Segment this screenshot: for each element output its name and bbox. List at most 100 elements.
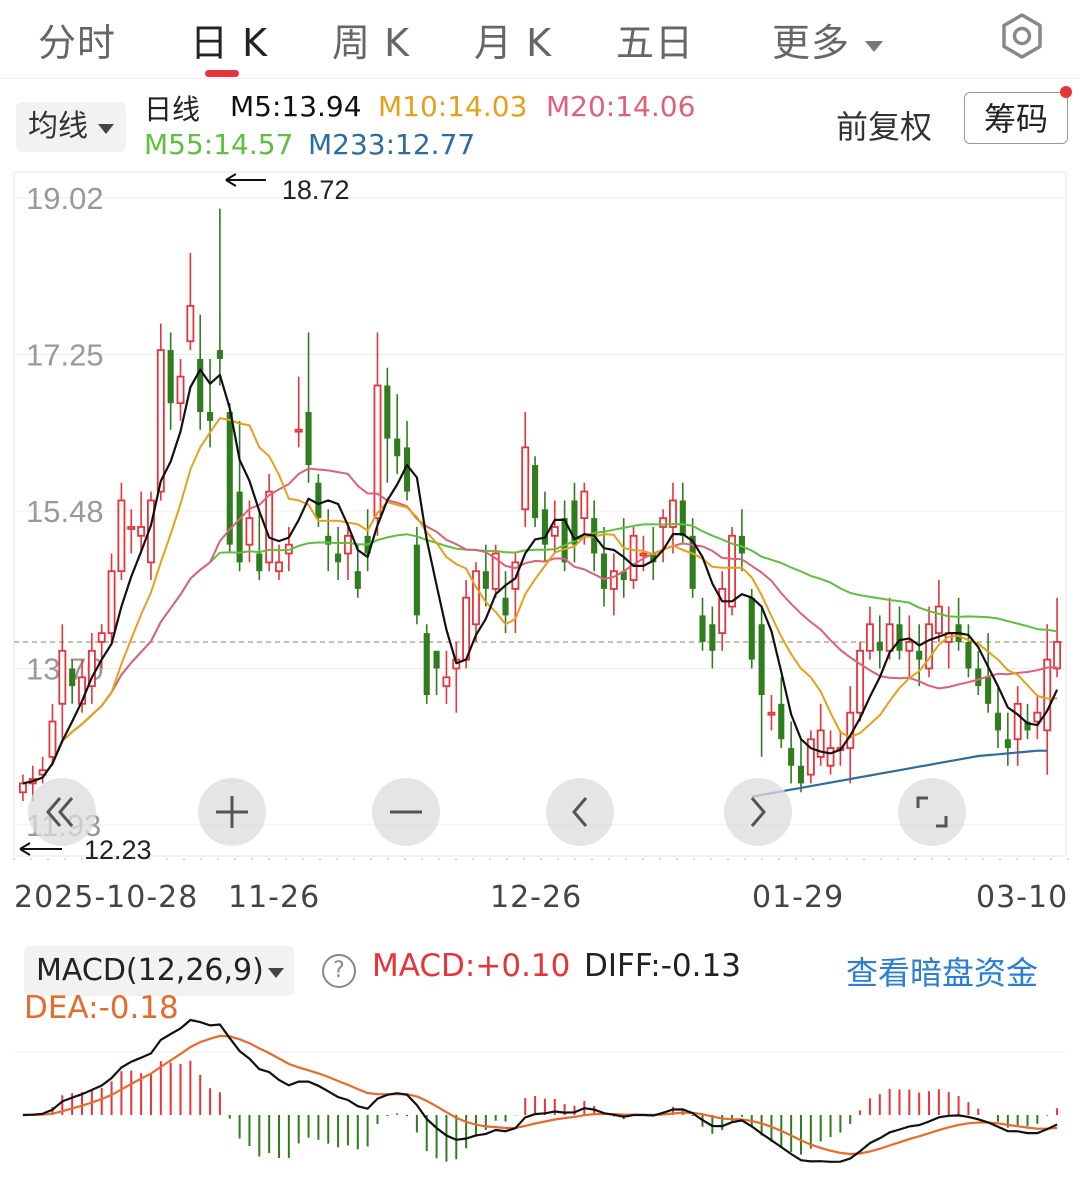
- candle-body-up: [856, 649, 865, 714]
- tab-monthly-k[interactable]: 月 K: [474, 21, 552, 65]
- m233-line: [751, 749, 1048, 798]
- candle-body-down: [384, 385, 391, 439]
- adjust-mode[interactable]: 前复权: [836, 108, 933, 146]
- candle-body-up: [609, 570, 618, 590]
- candle-body-up: [245, 517, 254, 546]
- candle-body-down: [482, 571, 489, 589]
- zoom-in-button[interactable]: [198, 778, 266, 846]
- candle-body-down: [571, 500, 578, 545]
- tab-intraday[interactable]: 分时: [38, 21, 117, 65]
- candle-body-down: [797, 765, 805, 784]
- candle-body-down: [315, 482, 322, 519]
- candle-body-down: [650, 553, 657, 563]
- dropdown-caret-icon: [267, 968, 284, 978]
- candle-body-up: [521, 446, 530, 511]
- macd-select[interactable]: MACD(12,26,9): [24, 946, 294, 996]
- m20-value: M20:14.06: [546, 90, 696, 123]
- candle-body-down: [620, 571, 627, 581]
- candle-body-up: [934, 605, 943, 634]
- scroll-left-button[interactable]: [546, 778, 614, 846]
- y-tick-label: 17.25: [26, 338, 104, 373]
- fullscreen-icon: [916, 796, 948, 828]
- candle-body-down: [207, 412, 214, 421]
- candle-body-down: [965, 641, 972, 669]
- plot-frame: [13, 171, 1067, 857]
- x-tick-label: 01-29: [752, 880, 845, 915]
- x-tick-label: 11-26: [228, 880, 321, 915]
- x-tick-label: 2025-10-28: [14, 880, 199, 915]
- candle-body-up: [156, 349, 165, 493]
- candle-body-down: [896, 624, 903, 651]
- min-arrow: [19, 842, 62, 856]
- candle-body-up: [265, 490, 274, 564]
- chevron-left-icon: [572, 797, 588, 827]
- settings-icon[interactable]: [998, 12, 1046, 60]
- candle-body-down: [916, 650, 923, 660]
- candle-body-up: [865, 623, 874, 652]
- candle-body-down: [216, 350, 223, 359]
- candle-body-up: [925, 623, 933, 670]
- ma-indicator-bar: 均线 日线 M5:13.94 M10:14.03 M20:14.06 M55:1…: [0, 84, 1080, 170]
- diff-value: DIFF:-0.13: [584, 948, 741, 984]
- chips-button[interactable]: 筹码: [964, 92, 1068, 144]
- tab-more[interactable]: 更多: [772, 12, 885, 67]
- candle-body-up: [1013, 702, 1022, 741]
- candle-body-down: [403, 447, 411, 492]
- candle-body-down: [236, 491, 243, 563]
- candle-body-up: [885, 623, 894, 652]
- period-label: 日线: [144, 93, 201, 126]
- ma-select[interactable]: 均线: [16, 102, 126, 152]
- x-tick-label: 03-10: [976, 880, 1069, 915]
- dropdown-caret-icon: [98, 124, 114, 134]
- candle-body-down: [1004, 739, 1011, 749]
- y-tick-label: 15.48: [26, 494, 104, 529]
- candle-body-up: [58, 649, 67, 705]
- candle-body-down: [305, 412, 312, 466]
- period-tabs: 分时 日 K 周 K 月 K 五日 更多: [0, 0, 1080, 79]
- candle-body-up: [117, 499, 126, 573]
- candle-body-down: [502, 597, 509, 616]
- candle-body-up: [659, 517, 668, 528]
- ma-select-label: 均线: [28, 109, 88, 144]
- notification-dot: [1060, 86, 1072, 98]
- candle-body-up: [1043, 658, 1052, 732]
- scroll-start-button[interactable]: [28, 778, 96, 846]
- candle-body-down: [876, 641, 883, 651]
- max-arrow: [225, 173, 266, 187]
- candle-body-up: [1033, 711, 1042, 723]
- candle-body-up: [550, 526, 559, 537]
- candle-body-up: [639, 552, 648, 557]
- candle-body-down: [335, 553, 342, 563]
- dark-pool-funds-link[interactable]: 查看暗盘资金: [846, 954, 1039, 992]
- candle-body-up: [107, 570, 116, 634]
- m233-value: M233:12.77: [308, 128, 476, 161]
- candle-body-down: [413, 544, 420, 616]
- candle-body-up: [176, 375, 185, 405]
- zoom-out-button[interactable]: [372, 778, 440, 846]
- fullscreen-button[interactable]: [898, 778, 966, 846]
- candle-body-down: [994, 712, 1002, 731]
- candle-body-up: [294, 428, 303, 433]
- candle-body-down: [354, 571, 361, 589]
- tab-five-day[interactable]: 五日: [616, 21, 695, 65]
- candle-body-down: [679, 500, 686, 536]
- min-price-label: 12.23: [84, 835, 152, 860]
- m55-value: M55:14.57: [144, 128, 294, 161]
- macd-select-label: MACD(12,26,9): [36, 953, 264, 988]
- candle-body-up: [186, 304, 195, 343]
- tab-daily-k[interactable]: 日 K: [190, 21, 268, 65]
- tab-weekly-k[interactable]: 周 K: [332, 21, 410, 65]
- candle-body-down: [788, 748, 795, 766]
- candle-body-up: [18, 782, 27, 794]
- candle-body-up: [127, 526, 136, 530]
- candle-body-down: [433, 650, 440, 669]
- help-icon[interactable]: ?: [322, 954, 356, 988]
- candle-body-down: [226, 412, 233, 545]
- scroll-right-button[interactable]: [724, 778, 792, 846]
- candle-body-up: [472, 570, 480, 626]
- candle-body-down: [256, 553, 263, 572]
- candle-body-up: [629, 534, 638, 581]
- candle-body-down: [975, 668, 982, 687]
- candle-body-down: [325, 535, 332, 545]
